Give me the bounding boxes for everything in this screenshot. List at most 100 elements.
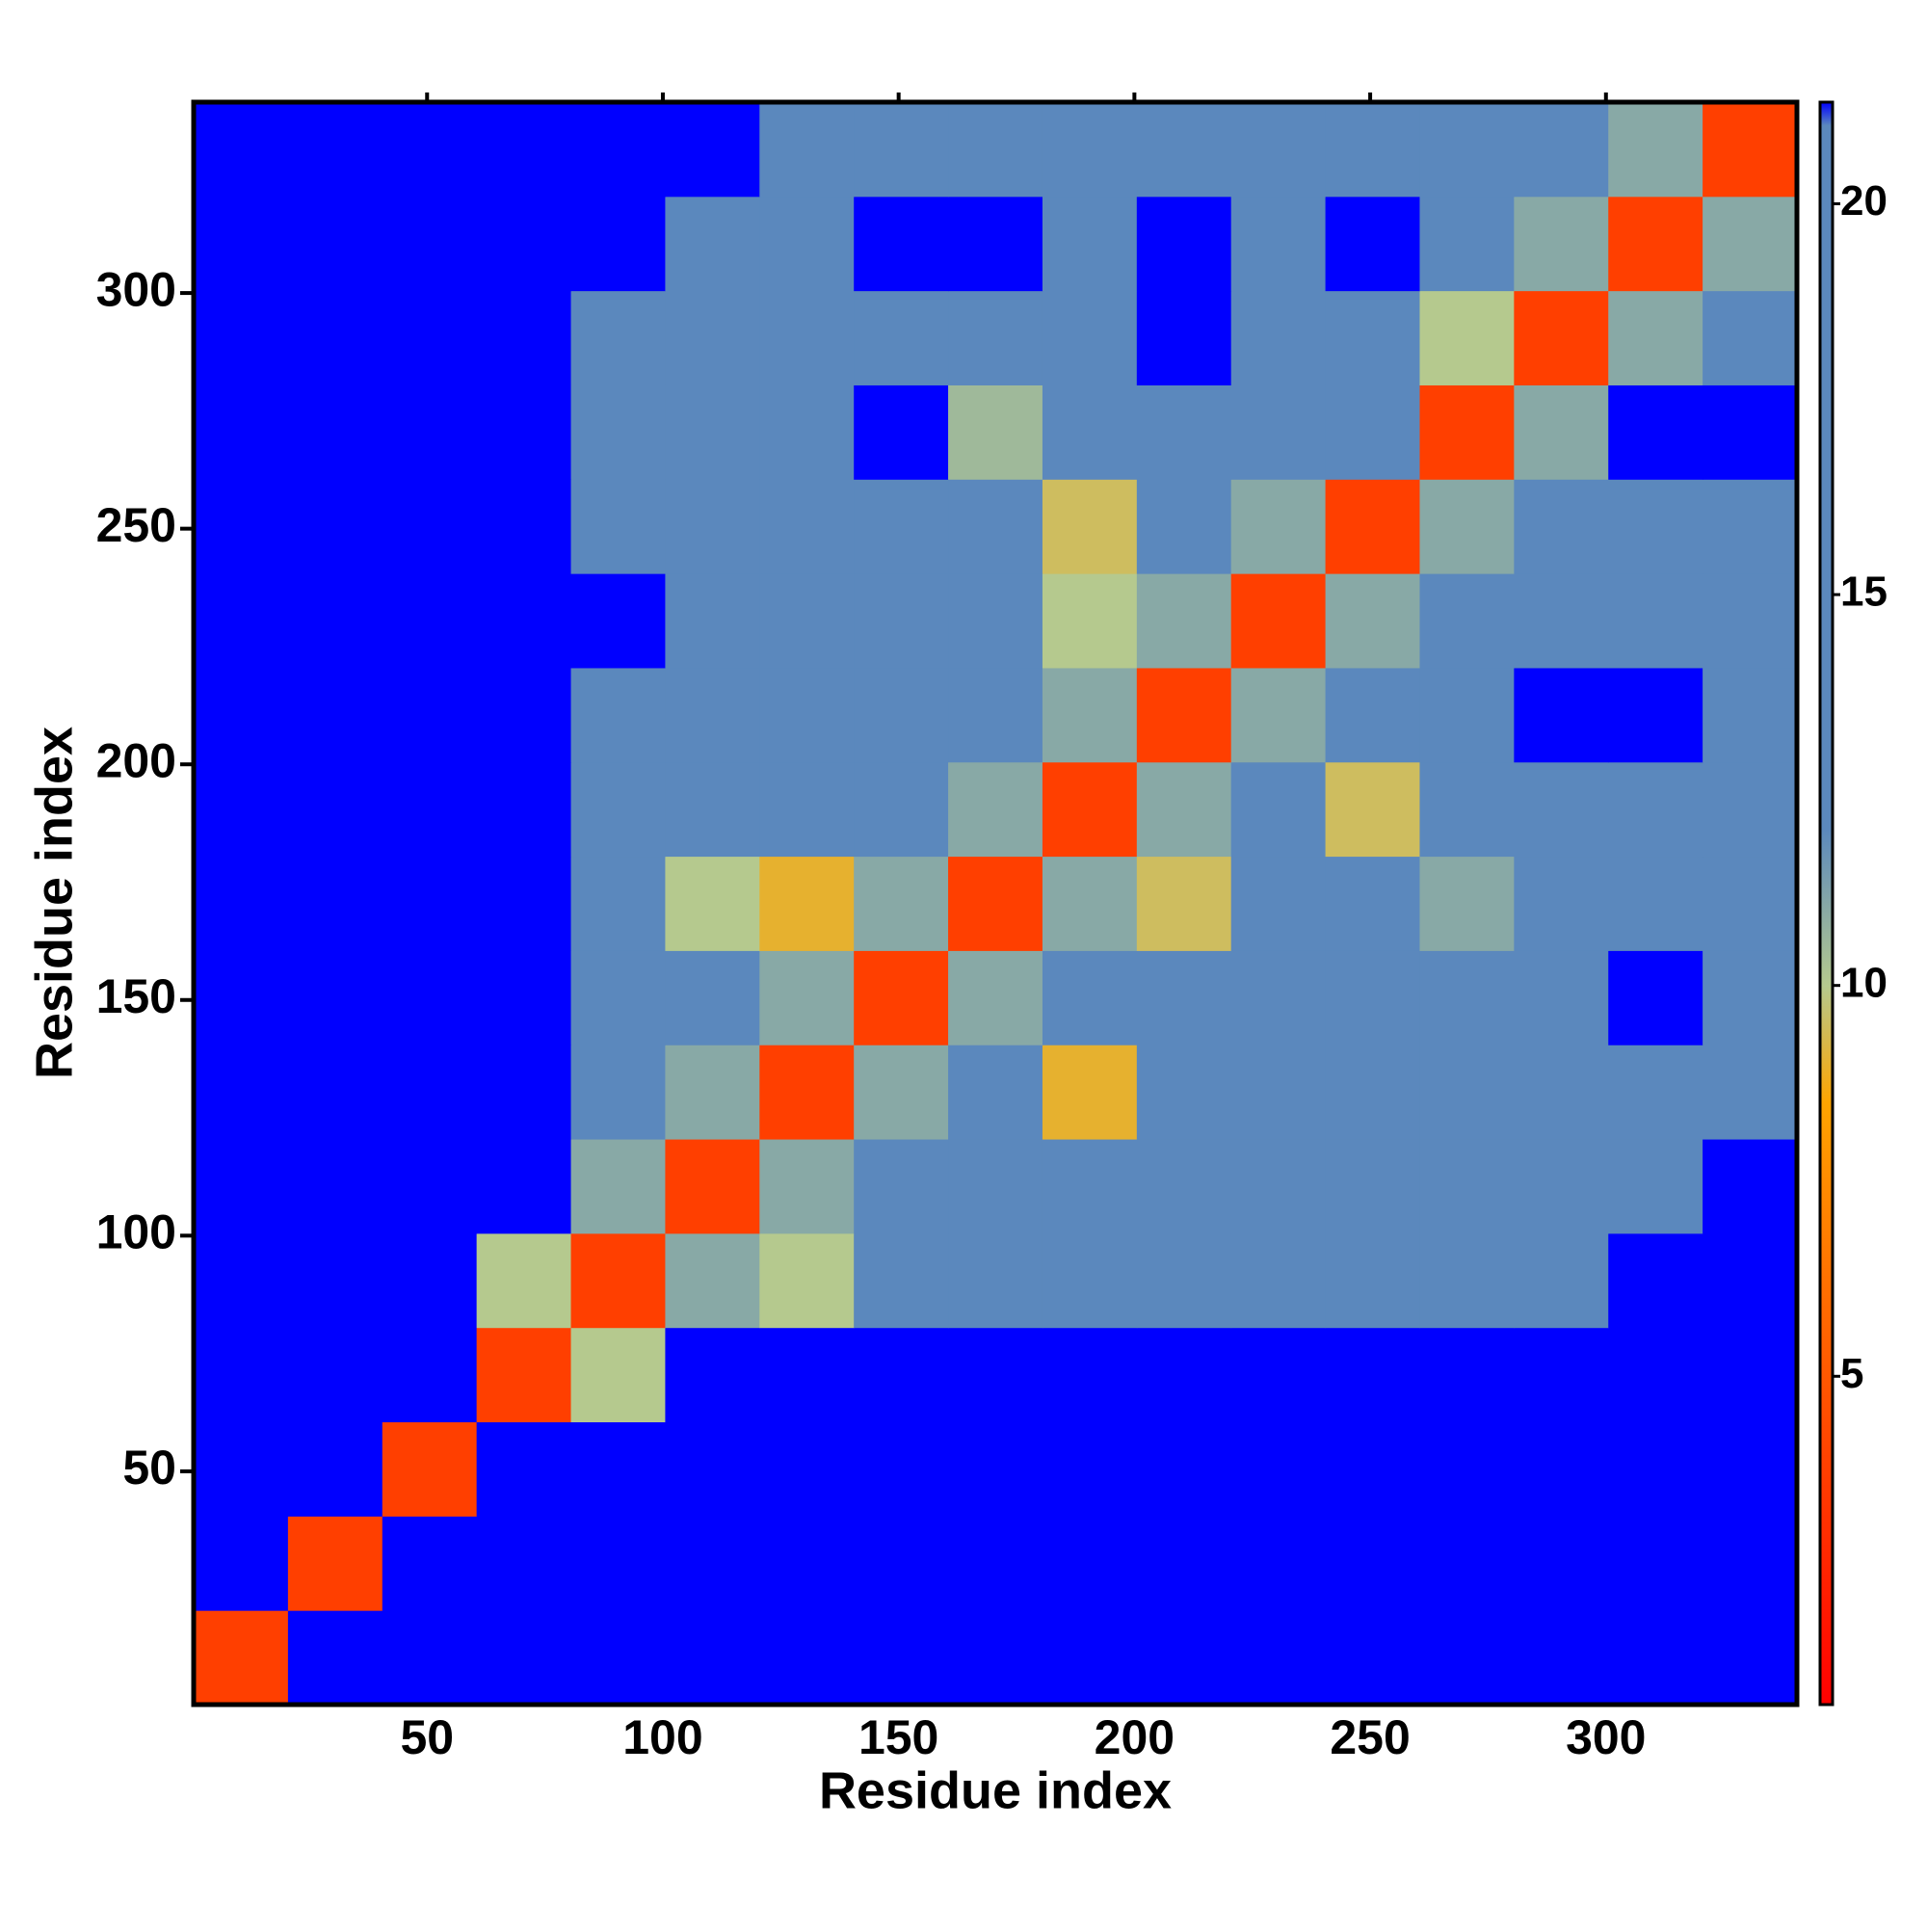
heatmap-cell xyxy=(1514,102,1609,198)
heatmap-cell xyxy=(1703,1139,1798,1234)
heatmap-cell xyxy=(1608,950,1703,1045)
heatmap-cell xyxy=(570,290,666,385)
heatmap-cell xyxy=(570,573,666,669)
heatmap-cell xyxy=(948,196,1043,292)
heatmap-cell xyxy=(194,856,289,951)
colorbar-tick-label: 5 xyxy=(1840,1350,1863,1397)
x-axis-title: Residue index xyxy=(819,1761,1172,1819)
heatmap-cell xyxy=(1325,384,1420,480)
heatmap-cell xyxy=(1514,1421,1609,1517)
heatmap-cell xyxy=(854,1139,949,1234)
heatmap-cell xyxy=(948,1421,1043,1517)
heatmap-cell xyxy=(854,102,949,198)
heatmap-cell xyxy=(1136,761,1232,858)
heatmap-cell xyxy=(1230,102,1327,198)
heatmap-cell xyxy=(759,667,855,763)
heatmap-cell xyxy=(194,102,289,198)
heatmap-cell xyxy=(1608,667,1703,763)
heatmap-cell xyxy=(1419,479,1515,574)
heatmap-cell xyxy=(1042,1327,1138,1423)
heatmap-cell xyxy=(1136,856,1232,951)
heatmap-cell xyxy=(194,573,289,669)
heatmap-cell xyxy=(759,950,855,1045)
heatmap-cell xyxy=(476,761,572,858)
heatmap-cell xyxy=(1042,479,1138,574)
heatmap-cell xyxy=(1230,1327,1327,1423)
heatmap-cell xyxy=(665,1327,760,1423)
heatmap-cell xyxy=(1230,950,1327,1045)
heatmap-cell xyxy=(1608,196,1703,292)
heatmap-cell xyxy=(665,102,760,198)
heatmap-cell xyxy=(1514,573,1609,669)
heatmap-cell xyxy=(194,1327,289,1423)
heatmap-cell xyxy=(759,1516,855,1611)
heatmap-cell xyxy=(1325,290,1420,385)
plot-frame xyxy=(191,99,1800,1707)
heatmap-cell xyxy=(382,950,478,1045)
heatmap-cell xyxy=(1136,1045,1232,1140)
heatmap-cell xyxy=(476,196,572,292)
heatmap-cell xyxy=(1042,102,1138,198)
heatmap-cell xyxy=(948,102,1043,198)
heatmap-cell xyxy=(1230,1516,1327,1611)
heatmap-cell xyxy=(1042,196,1138,292)
heatmap-cell xyxy=(759,1139,855,1234)
heatmap-cell xyxy=(1419,856,1515,951)
heatmap-cell xyxy=(1136,1139,1232,1234)
heatmap-cell xyxy=(1703,1516,1798,1611)
heatmap-cell xyxy=(759,1421,855,1517)
heatmap-cell xyxy=(287,290,383,385)
heatmap-cell xyxy=(854,1421,949,1517)
heatmap-cell xyxy=(948,667,1043,763)
heatmap-cell xyxy=(1042,573,1138,669)
y-tick-label: 250 xyxy=(96,498,176,552)
heatmap-cell xyxy=(1514,479,1609,574)
heatmap-cell xyxy=(1136,290,1232,385)
heatmap-cell xyxy=(1608,761,1703,858)
x-tick-label: 50 xyxy=(400,1710,454,1764)
heatmap-cell xyxy=(1514,384,1609,480)
heatmap-cell xyxy=(759,196,855,292)
heatmap-cell xyxy=(1230,384,1327,480)
heatmap-cell xyxy=(194,761,289,858)
heatmap-cell xyxy=(570,384,666,480)
heatmap-cell xyxy=(570,1516,666,1611)
heatmap-cell xyxy=(948,1232,1043,1329)
y-tick-label: 300 xyxy=(96,262,176,316)
heatmap-cell xyxy=(476,1045,572,1140)
heatmap-cell xyxy=(1514,761,1609,858)
heatmap-cell xyxy=(1042,856,1138,951)
heatmap-cell xyxy=(1230,290,1327,385)
heatmap-cell xyxy=(476,573,572,669)
colorbar xyxy=(1818,100,1835,1707)
heatmap-cell xyxy=(194,1610,289,1706)
heatmap-cell xyxy=(382,1045,478,1140)
heatmap-cell xyxy=(1042,761,1138,858)
colorbar-tick-label: 20 xyxy=(1840,177,1887,225)
heatmap-cell xyxy=(382,1232,478,1329)
heatmap-cell xyxy=(1230,1232,1327,1329)
heatmap-cell xyxy=(854,1610,949,1706)
heatmap-cell xyxy=(1042,1232,1138,1329)
heatmap-cell xyxy=(382,1139,478,1234)
heatmap-cell xyxy=(1325,102,1420,198)
heatmap-cell xyxy=(1703,1421,1798,1517)
heatmap-cell xyxy=(1325,950,1420,1045)
heatmap-cell xyxy=(665,384,760,480)
heatmap-cell xyxy=(570,950,666,1045)
heatmap-cell xyxy=(194,950,289,1045)
heatmap-cell xyxy=(1419,1516,1515,1611)
heatmap-cell xyxy=(1419,196,1515,292)
heatmap-cell xyxy=(1325,1610,1420,1706)
heatmap-cell xyxy=(287,667,383,763)
heatmap-cell xyxy=(948,856,1043,951)
heatmap-cell xyxy=(194,196,289,292)
heatmap-cell xyxy=(1230,1610,1327,1706)
heatmap-cell xyxy=(948,1516,1043,1611)
heatmap-cell xyxy=(570,1139,666,1234)
heatmap-cell xyxy=(948,384,1043,480)
heatmap-cell xyxy=(1514,1139,1609,1234)
heatmap-cell xyxy=(1419,1232,1515,1329)
heatmap-cell xyxy=(665,667,760,763)
heatmap-cell xyxy=(1230,856,1327,951)
